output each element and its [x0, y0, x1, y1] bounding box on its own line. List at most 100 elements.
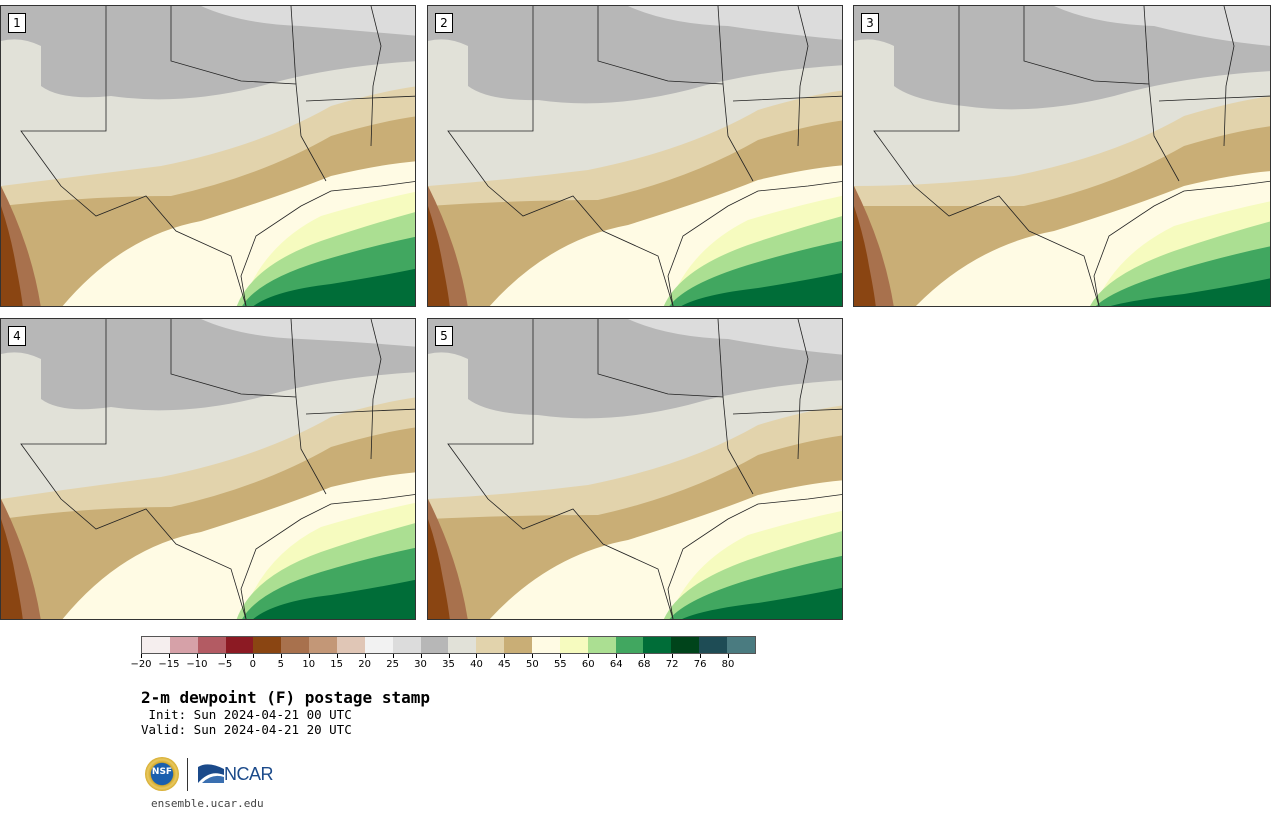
band-25-30 [201, 319, 415, 347]
band-30-35 [1, 319, 415, 411]
colorbar-tick [532, 654, 534, 658]
colorbar-swatch [727, 637, 755, 653]
state-border [873, 6, 1100, 306]
terrain-west-dark [854, 206, 876, 306]
website-link[interactable]: ensemble.ucar.edu [151, 797, 264, 810]
colorbar-tick-label: 0 [249, 659, 256, 670]
state-border [797, 6, 809, 147]
state-border [1143, 6, 1150, 85]
state-border [732, 408, 842, 415]
ncar-swoosh-icon [198, 764, 224, 783]
nsf-logo: NSF [145, 757, 179, 791]
panel-number-4: 4 [8, 326, 26, 346]
terrain-west-dark [428, 206, 450, 306]
colorbar-swatch [225, 637, 254, 653]
colorbar-ticks: −20 −15 −10 −5 0 5 10 15 20 25 30 35 40 45 50 55 60 64 68 7… [130, 654, 756, 674]
plot-title: 2-m dewpoint (F) postage stamp [141, 688, 430, 707]
band-25-30 [201, 6, 415, 36]
band-25-30 [628, 319, 842, 355]
dewpoint-map-1 [1, 6, 415, 306]
colorbar-swatch [448, 637, 477, 653]
state-border [240, 181, 415, 306]
colorbar-tick [560, 654, 562, 658]
colorbar-tick-label: −20 [130, 659, 152, 670]
dewpoint-map-4 [1, 319, 415, 619]
state-border [305, 408, 415, 415]
colorbar-tick-label: 50 [525, 659, 539, 670]
colorbar-swatch [392, 637, 421, 653]
state-border [305, 95, 415, 102]
colorbar-swatch [281, 637, 310, 653]
colorbar-tick [420, 654, 422, 658]
colorbar-swatch [643, 637, 672, 653]
state-border [717, 6, 724, 85]
state-border [447, 6, 674, 306]
band-68-72 [682, 587, 842, 619]
colorbar-swatch [337, 637, 365, 653]
colorbar-tick [728, 654, 730, 658]
colorbar-tick [700, 654, 702, 658]
colorbar-swatch [504, 637, 533, 653]
state-border [667, 181, 842, 306]
band-68-72 [1110, 278, 1270, 306]
colorbar-tick [336, 654, 338, 658]
colorbar-swatch [671, 637, 700, 653]
panel-number-3: 3 [861, 13, 879, 33]
logo-divider [187, 758, 188, 791]
colorbar-tick-label: 72 [665, 659, 679, 670]
stamp-panel-2: 2 [427, 5, 843, 307]
colorbar-tick [476, 654, 478, 658]
panel-number-5: 5 [435, 326, 453, 346]
colorbar-tick [196, 654, 198, 658]
colorbar-tick-label: 45 [498, 659, 511, 670]
state-border [370, 6, 382, 147]
band-30-35 [854, 6, 1270, 110]
band-30-35 [428, 6, 842, 104]
colorbar-tick-label: 25 [386, 659, 399, 670]
colorbar-tick-label: 20 [358, 659, 371, 670]
colorbar-swatch [532, 637, 560, 653]
dewpoint-map-5 [428, 319, 842, 619]
panel-number-2: 2 [435, 13, 453, 33]
colorbar-swatch [197, 637, 226, 653]
colorbar-tick [588, 654, 590, 658]
state-border [597, 319, 754, 495]
colorbar-tick [224, 654, 226, 658]
state-border [447, 319, 674, 619]
colorbar-tick [672, 654, 674, 658]
colorbar-swatch [420, 637, 449, 653]
colorbar-tick-label: −5 [217, 659, 233, 670]
panel-number-1: 1 [8, 13, 26, 33]
colorbar-tick [308, 654, 310, 658]
colorbar-tick-label: 40 [470, 659, 483, 670]
colorbar-tick-label: 68 [637, 659, 651, 670]
colorbar-tick-label: 35 [442, 659, 455, 670]
colorbar-tick [392, 654, 394, 658]
terrain-west-dark [1, 519, 23, 619]
colorbar-tick [644, 654, 646, 658]
colorbar-tick [448, 654, 450, 658]
band-30-35 [428, 319, 842, 419]
band-68-72 [253, 579, 415, 619]
state-border [1093, 180, 1270, 306]
colorbar-swatch [253, 637, 282, 653]
colorbar-swatch [615, 637, 644, 653]
colorbar-tick [168, 654, 170, 658]
state-border [797, 319, 809, 460]
state-border [290, 319, 297, 398]
stamp-panel-5: 5 [427, 318, 843, 620]
dewpoint-map-3 [854, 6, 1270, 306]
colorbar [141, 636, 756, 654]
terrain-west-dark [1, 206, 23, 306]
nsf-logo-text: NSF [151, 767, 173, 777]
colorbar-tick-label: 5 [277, 659, 284, 670]
colorbar-swatch [699, 637, 728, 653]
state-border [667, 494, 842, 619]
colorbar-swatch [142, 637, 170, 653]
colorbar-tick-label: −15 [158, 659, 180, 670]
state-border [1223, 6, 1235, 147]
stamp-panel-3: 3 [853, 5, 1271, 307]
colorbar-tick [364, 654, 366, 658]
state-border [1158, 95, 1270, 102]
colorbar-tick [252, 654, 254, 658]
